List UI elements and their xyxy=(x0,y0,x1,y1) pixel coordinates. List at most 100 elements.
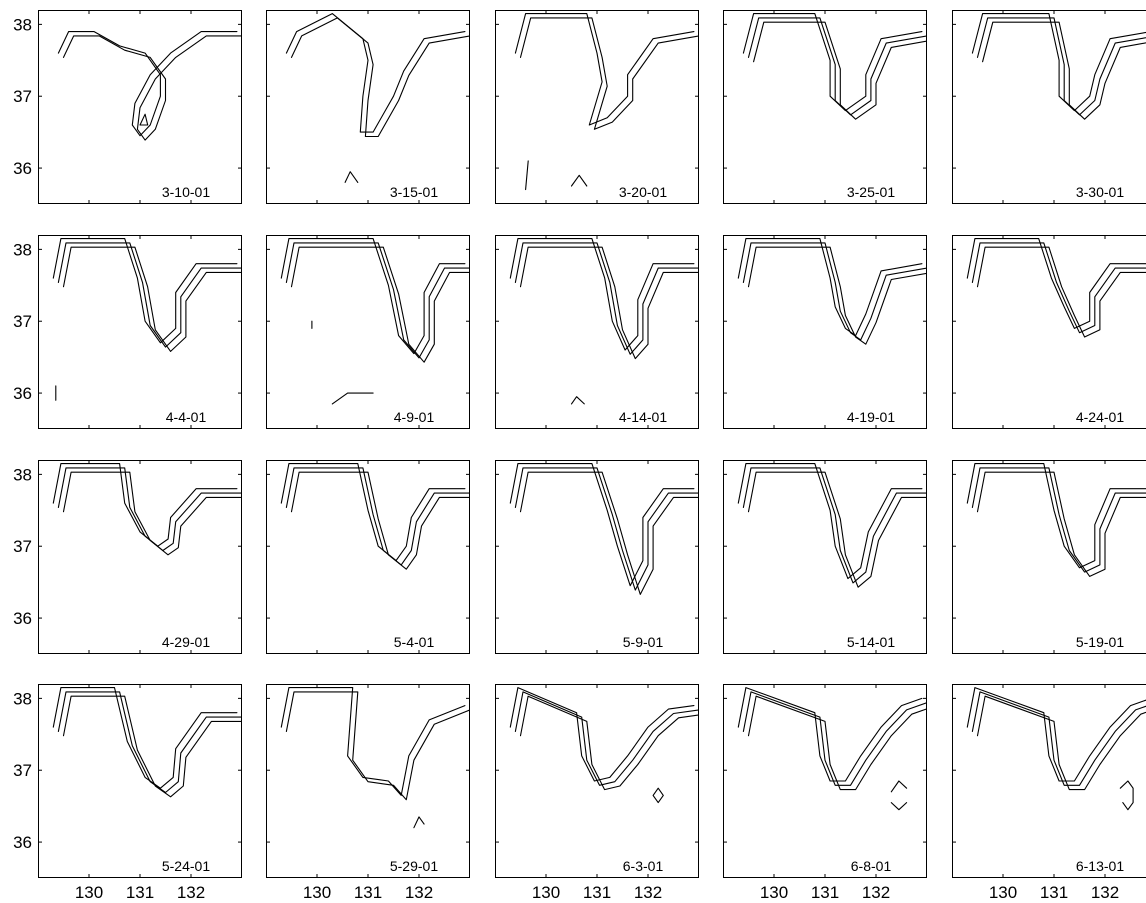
x-tick-label: 130 xyxy=(303,883,331,902)
contour-group xyxy=(737,463,927,588)
x-tick-label: 132 xyxy=(405,883,433,902)
x-tick-label: 130 xyxy=(532,883,560,902)
contour-line xyxy=(509,463,695,587)
panel-3-30-01: 3-30-01 xyxy=(952,10,1146,204)
contour-line xyxy=(285,691,470,801)
panel-5-29-01: 130 131 132 5-29-01 xyxy=(266,684,470,902)
axes-frame xyxy=(723,10,927,204)
contour-feature xyxy=(331,392,374,405)
axes-frame xyxy=(38,460,242,654)
contour-group xyxy=(966,463,1146,577)
contour-group xyxy=(971,13,1146,120)
panel-date-label: 3-30-01 xyxy=(1076,184,1124,200)
contour-feature xyxy=(652,787,664,804)
panel-5-4-01: 5-4-01 xyxy=(266,460,470,654)
contour-group xyxy=(737,687,927,811)
panel-6-8-01: 130 131 132 6-8-01 xyxy=(723,684,927,902)
contour-line xyxy=(514,467,699,591)
contour-line xyxy=(976,695,1146,791)
contour-feature xyxy=(570,396,585,405)
x-tick-label: 131 xyxy=(354,883,382,902)
y-tick-label: 38 xyxy=(13,465,32,484)
contour-feature xyxy=(890,802,908,811)
contour-line xyxy=(57,691,242,794)
panel-date-label: 4-19-01 xyxy=(847,409,895,425)
contour-feature xyxy=(890,780,908,793)
y-tick-label: 36 xyxy=(13,609,32,628)
panel-5-14-01: 5-14-01 xyxy=(723,460,927,654)
contour-line xyxy=(62,246,242,352)
contour-group xyxy=(52,687,242,798)
contour-feature xyxy=(1119,780,1134,811)
contour-line xyxy=(509,687,695,782)
contour-feature xyxy=(344,171,359,183)
x-tick-label: 130 xyxy=(75,883,103,902)
panel-4-19-01: 4-19-01 xyxy=(723,235,927,429)
contour-line xyxy=(737,463,923,580)
contour-line xyxy=(742,242,927,341)
axes-frame xyxy=(723,684,927,878)
panel-date-label: 5-24-01 xyxy=(162,858,210,874)
panel-4-29-01: 36 37 38 4-29-01 xyxy=(13,460,242,654)
panel-4-14-01: 4-14-01 xyxy=(495,235,699,429)
contour-line xyxy=(747,17,927,116)
contour-line xyxy=(742,467,927,584)
axes-frame xyxy=(38,684,242,878)
panel-3-25-01: 3-25-01 xyxy=(723,10,927,204)
panel-date-label: 6-8-01 xyxy=(851,858,892,874)
contour-line xyxy=(742,691,927,786)
axes-frame xyxy=(952,10,1146,204)
panel-date-label: 3-15-01 xyxy=(390,184,438,200)
panel-date-label: 5-4-01 xyxy=(394,634,435,650)
contour-line xyxy=(509,238,695,351)
contour-line xyxy=(519,17,699,130)
contour-line xyxy=(966,687,1146,782)
y-tick-label: 38 xyxy=(13,689,32,708)
x-tick-label: 131 xyxy=(1040,883,1068,902)
panel-date-label: 5-14-01 xyxy=(847,634,895,650)
contour-feature xyxy=(413,816,425,829)
y-tick-label: 38 xyxy=(13,240,32,259)
contour-line xyxy=(519,246,699,360)
x-tick-label: 131 xyxy=(126,883,154,902)
x-tick-label: 131 xyxy=(583,883,611,902)
contour-line xyxy=(514,691,699,786)
panel-date-label: 4-14-01 xyxy=(619,409,667,425)
y-tick-label: 37 xyxy=(13,761,32,780)
contour-feature xyxy=(139,113,149,126)
contour-group xyxy=(509,463,699,595)
contour-line xyxy=(971,691,1146,786)
contour-group xyxy=(742,13,927,120)
panel-3-20-01: 3-20-01 xyxy=(495,10,699,204)
axes-frame xyxy=(723,460,927,654)
panel-date-label: 4-29-01 xyxy=(162,634,210,650)
contour-line xyxy=(290,471,470,570)
contour-line xyxy=(57,31,238,137)
y-tick-label: 36 xyxy=(13,384,32,403)
panel-5-9-01: 5-9-01 xyxy=(495,460,699,654)
contour-group xyxy=(280,687,470,829)
contour-group xyxy=(514,13,699,191)
contour-line xyxy=(966,463,1146,569)
x-tick-label: 132 xyxy=(862,883,890,902)
contour-line xyxy=(747,695,927,791)
panel-4-24-01: 4-24-01 xyxy=(952,235,1146,429)
contour-line xyxy=(747,471,927,588)
x-tick-label: 130 xyxy=(760,883,788,902)
contour-line xyxy=(62,35,242,141)
y-tick-label: 37 xyxy=(13,312,32,331)
x-tick-label: 132 xyxy=(1091,883,1119,902)
panel-3-10-01: 36 37 38 3-10-01 xyxy=(13,10,242,204)
contour-line xyxy=(57,242,242,348)
axes-frame xyxy=(723,235,927,429)
panel-3-15-01: 3-15-01 xyxy=(266,10,470,204)
panel-date-label: 5-9-01 xyxy=(623,634,664,650)
contour-feature xyxy=(570,174,588,187)
contour-line xyxy=(971,467,1146,573)
contour-line xyxy=(742,13,923,112)
contour-group xyxy=(509,687,699,804)
contour-group xyxy=(280,238,470,405)
contour-group xyxy=(52,463,242,556)
contour-line xyxy=(514,242,699,355)
